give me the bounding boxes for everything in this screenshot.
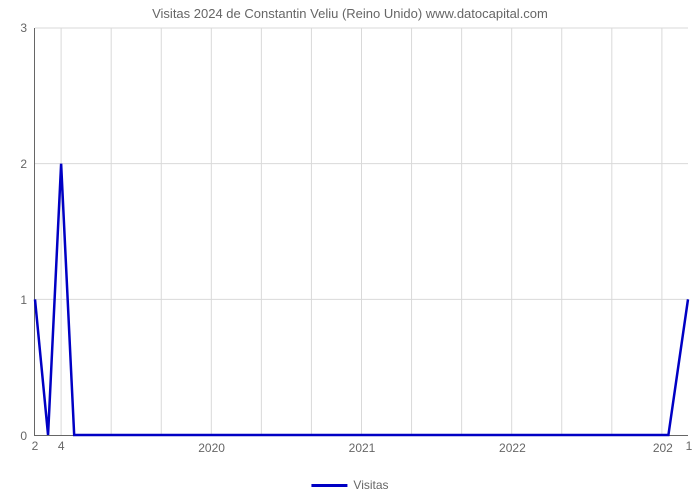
- data-point-label: 1: [686, 439, 693, 453]
- x-tick-label: 2020: [198, 441, 225, 455]
- y-tick-label: 0: [20, 429, 27, 443]
- chart-title: Visitas 2024 de Constantin Veliu (Reino …: [0, 6, 700, 21]
- y-tick-label: 1: [20, 293, 27, 307]
- y-tick-label: 3: [20, 21, 27, 35]
- plot-svg: [35, 28, 688, 435]
- x-tick-label: 202: [653, 441, 673, 455]
- data-point-label: 4: [58, 439, 65, 453]
- legend-label: Visitas: [353, 478, 388, 492]
- x-tick-label: 2021: [349, 441, 376, 455]
- x-tick-label: 2022: [499, 441, 526, 455]
- legend-swatch: [311, 484, 347, 487]
- plot-area: 0123202020212022202241: [34, 28, 688, 436]
- y-tick-label: 2: [20, 157, 27, 171]
- data-point-label: 2: [32, 439, 39, 453]
- legend: Visitas: [311, 478, 388, 492]
